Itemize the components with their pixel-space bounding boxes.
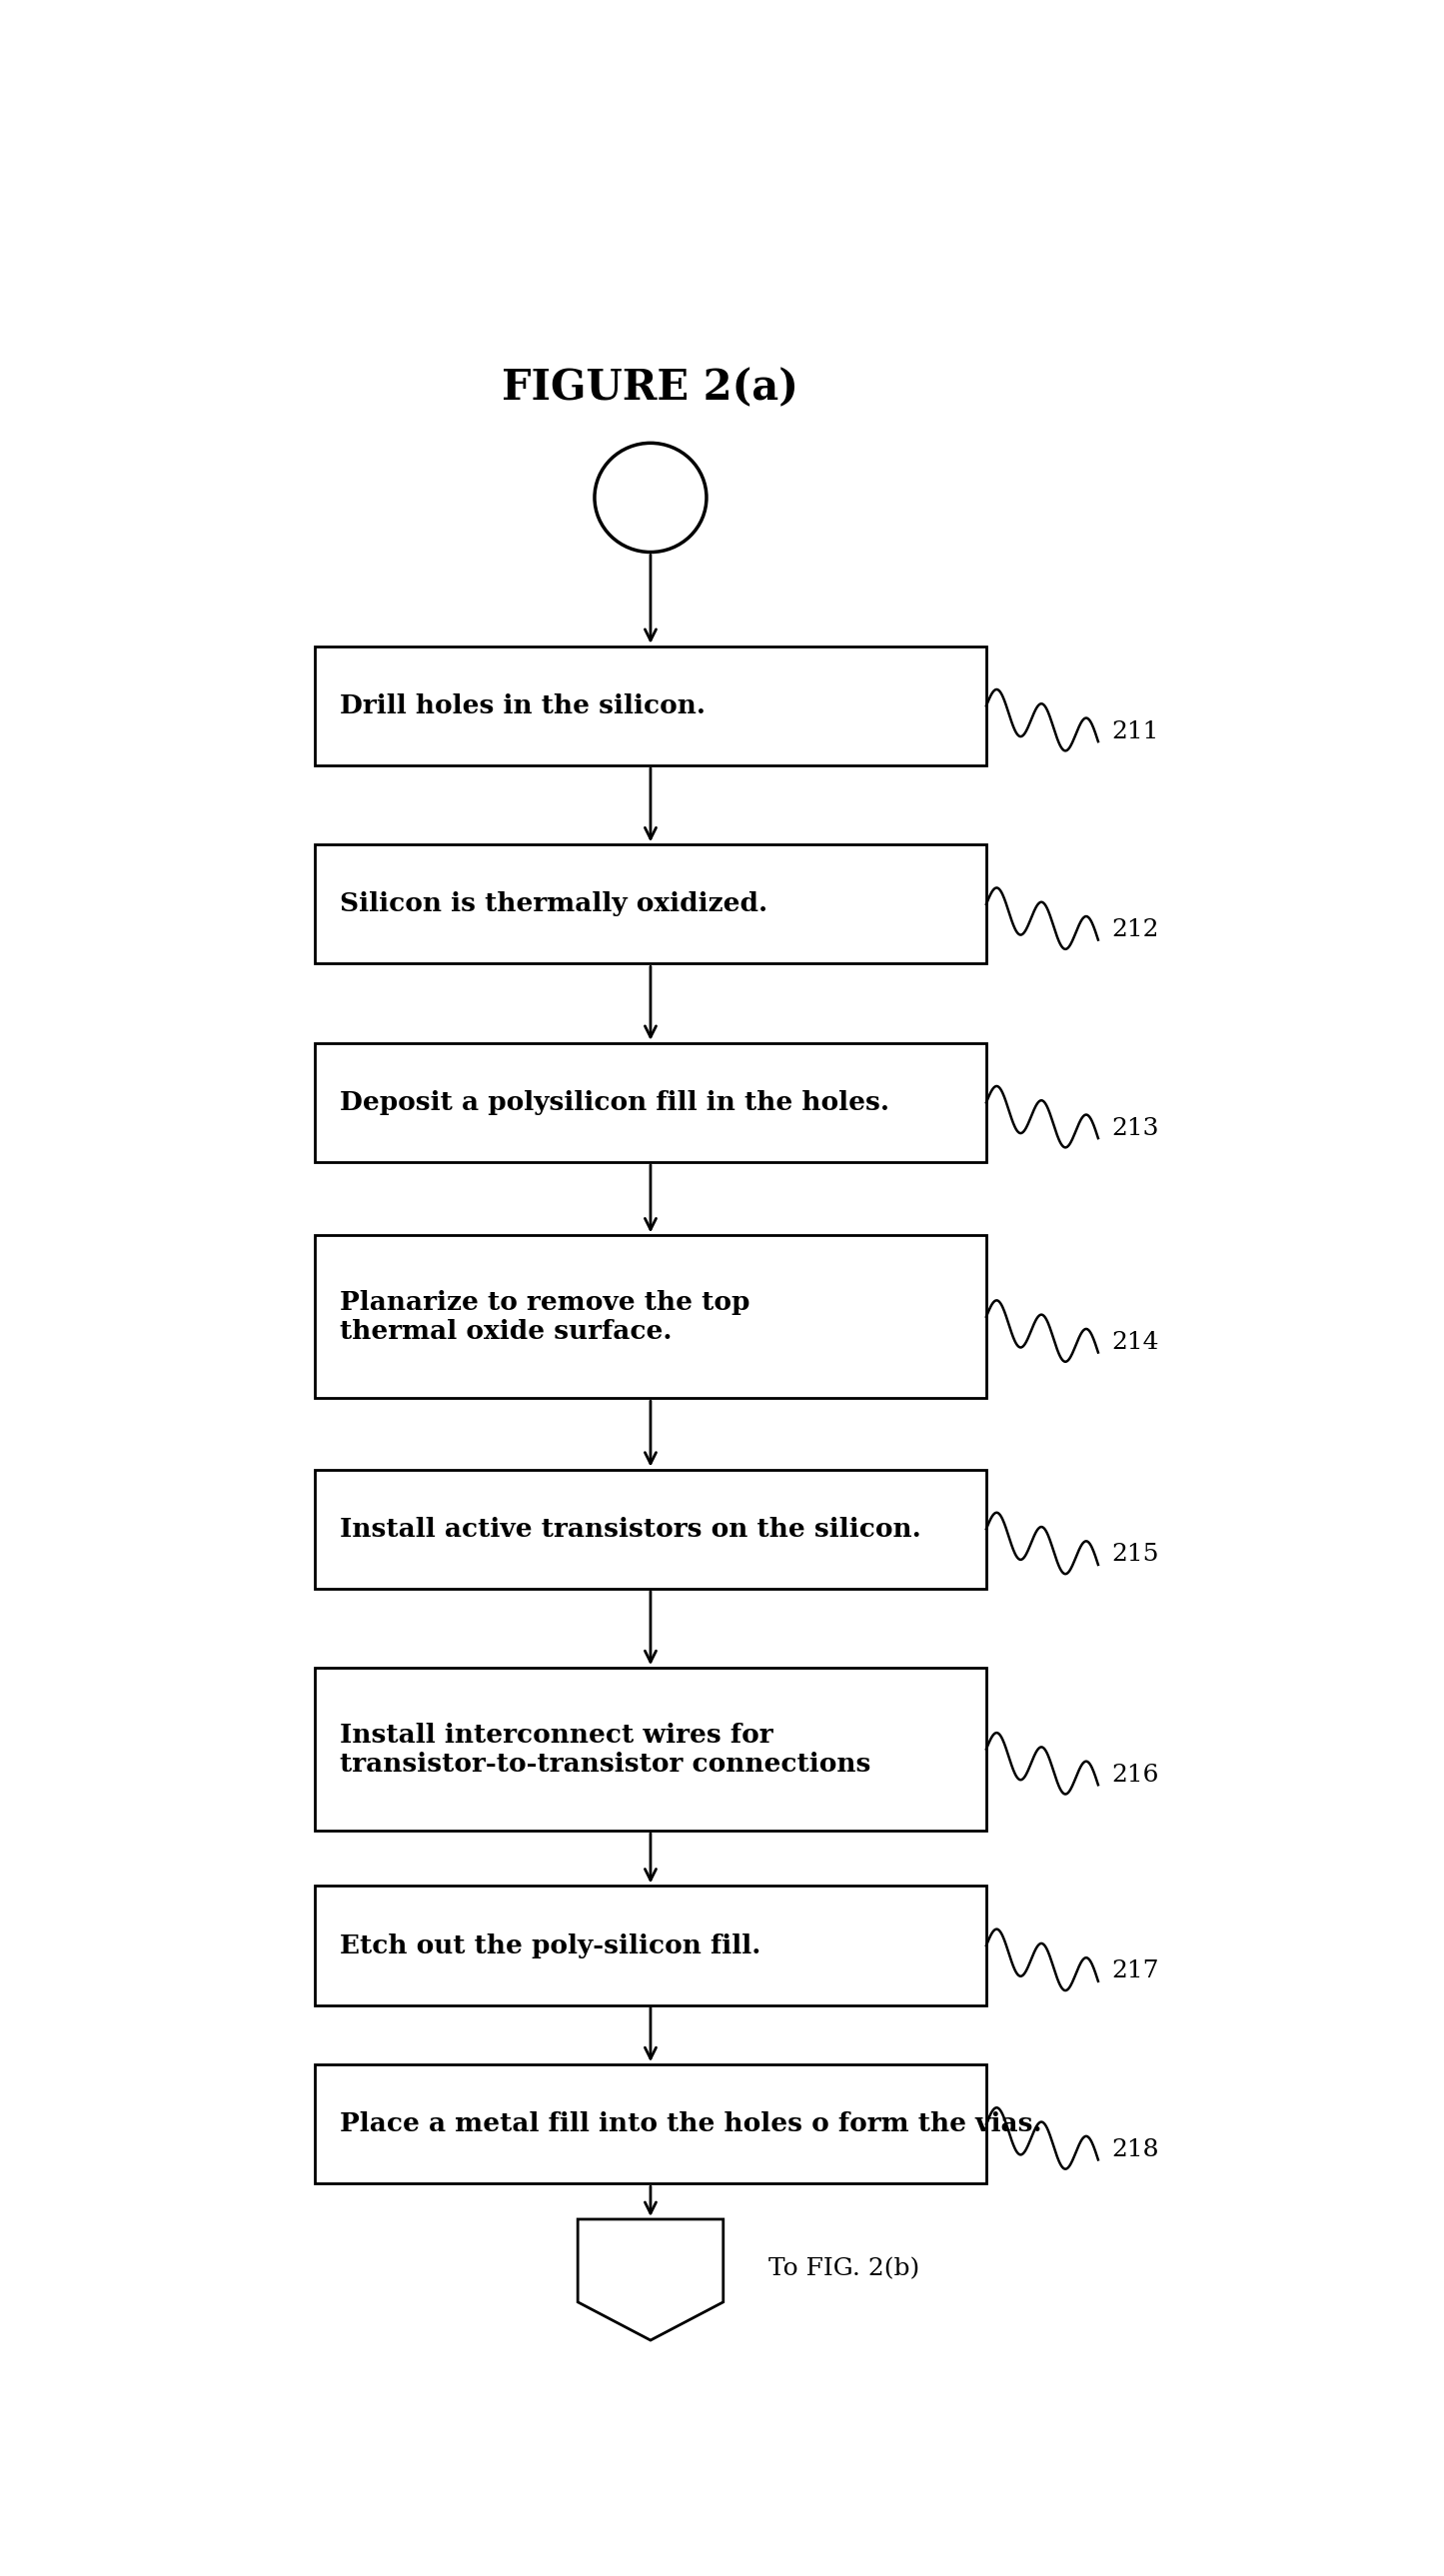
Text: 215: 215: [1112, 1543, 1160, 1566]
Text: Drill holes in the silicon.: Drill holes in the silicon.: [339, 693, 705, 719]
Bar: [315, 1468, 986, 1589]
Text: Planarize to remove the top
thermal oxide surface.: Planarize to remove the top thermal oxid…: [339, 1291, 749, 1345]
Bar: [315, 2063, 986, 2184]
Bar: [315, 1886, 986, 2004]
Text: 217: 217: [1112, 1960, 1160, 1984]
Text: Install interconnect wires for
transistor-to-transistor connections: Install interconnect wires for transisto…: [339, 1723, 871, 1775]
Text: 216: 216: [1112, 1765, 1160, 1785]
Text: Etch out the poly-silicon fill.: Etch out the poly-silicon fill.: [339, 1932, 761, 1958]
Text: 211: 211: [1112, 721, 1160, 742]
Bar: [315, 1043, 986, 1162]
Text: Install active transistors on the silicon.: Install active transistors on the silico…: [339, 1517, 921, 1540]
Text: 218: 218: [1112, 2138, 1160, 2161]
Text: 212: 212: [1112, 920, 1160, 940]
Bar: [315, 1236, 986, 1399]
Text: 213: 213: [1112, 1118, 1160, 1139]
Bar: [315, 845, 986, 963]
Bar: [315, 647, 986, 765]
Text: FIGURE 2(a): FIGURE 2(a): [503, 368, 799, 410]
Bar: [315, 1667, 986, 1832]
Text: To FIG. 2(b): To FIG. 2(b): [768, 2257, 920, 2280]
Text: Deposit a polysilicon fill in the holes.: Deposit a polysilicon fill in the holes.: [339, 1090, 890, 1115]
Polygon shape: [578, 2221, 723, 2339]
Text: Place a metal fill into the holes o form the vias.: Place a metal fill into the holes o form…: [339, 2112, 1041, 2136]
Text: Silicon is thermally oxidized.: Silicon is thermally oxidized.: [339, 891, 767, 917]
Text: 214: 214: [1112, 1332, 1160, 1355]
